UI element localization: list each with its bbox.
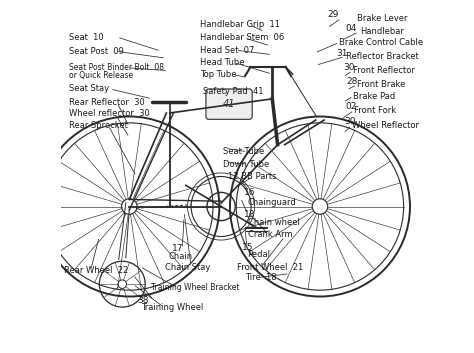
- Text: Wheel Reflector: Wheel Reflector: [352, 121, 419, 130]
- Text: Seat Stay: Seat Stay: [69, 84, 109, 94]
- Text: Front Brake: Front Brake: [357, 80, 405, 89]
- Text: Safety Pad  41: Safety Pad 41: [203, 86, 264, 96]
- Text: Handlebar Stem  06: Handlebar Stem 06: [200, 33, 284, 42]
- Text: 29: 29: [327, 10, 338, 19]
- Text: Training Wheel: Training Wheel: [141, 303, 203, 312]
- Text: Seat Post Binder Bolt  08: Seat Post Binder Bolt 08: [69, 62, 164, 72]
- Text: Brake Pad: Brake Pad: [354, 91, 396, 101]
- Text: 13: 13: [244, 210, 255, 219]
- Text: Crank Arm: Crank Arm: [247, 230, 292, 239]
- Text: Chain: Chain: [168, 252, 192, 261]
- Text: Tire  18: Tire 18: [245, 273, 277, 282]
- Text: Rear Reflector  30: Rear Reflector 30: [69, 98, 145, 107]
- FancyBboxPatch shape: [206, 89, 252, 119]
- Text: Pedal: Pedal: [247, 250, 271, 259]
- Text: 15: 15: [242, 243, 254, 252]
- Text: Chain wheel: Chain wheel: [247, 218, 300, 227]
- Text: Handlebar: Handlebar: [360, 27, 404, 36]
- Text: Training Wheel Bracket: Training Wheel Bracket: [151, 283, 239, 292]
- Text: 41: 41: [223, 99, 235, 109]
- Text: Seat  10: Seat 10: [69, 32, 104, 42]
- Text: Front Fork: Front Fork: [354, 106, 396, 115]
- Text: 04: 04: [346, 24, 357, 34]
- Text: or Quick Release: or Quick Release: [69, 71, 134, 80]
- Text: Handlebar Grip  11: Handlebar Grip 11: [200, 20, 280, 29]
- Text: Chainguard: Chainguard: [247, 198, 296, 208]
- Text: Brake Control Cable: Brake Control Cable: [339, 38, 423, 47]
- Text: 30: 30: [343, 62, 355, 72]
- Text: Top Tube: Top Tube: [200, 70, 237, 79]
- Text: Rear Wheel  22: Rear Wheel 22: [64, 266, 128, 275]
- Text: Wheel reflector  30: Wheel reflector 30: [69, 109, 150, 118]
- Text: 17: 17: [172, 244, 183, 253]
- Text: 16: 16: [244, 188, 255, 197]
- Text: Chain Stay: Chain Stay: [165, 263, 210, 272]
- Text: 02: 02: [346, 102, 357, 111]
- Text: 38: 38: [137, 296, 149, 305]
- Text: 30: 30: [344, 117, 356, 126]
- Text: 31: 31: [336, 49, 347, 58]
- Text: Head Set  07: Head Set 07: [200, 46, 255, 55]
- Text: 12 BB Parts: 12 BB Parts: [228, 172, 277, 181]
- Text: Seat Tube: Seat Tube: [223, 147, 264, 156]
- Text: Down Tube: Down Tube: [223, 160, 269, 169]
- Text: Front Wheel  21: Front Wheel 21: [237, 263, 303, 272]
- Text: 28: 28: [346, 77, 358, 86]
- Text: Front Reflector: Front Reflector: [353, 66, 415, 75]
- Text: Brake Lever: Brake Lever: [357, 14, 408, 23]
- Text: Rear Sprocket: Rear Sprocket: [69, 121, 128, 130]
- Text: Head Tube: Head Tube: [200, 58, 245, 67]
- Text: Seat Post  09: Seat Post 09: [69, 47, 124, 56]
- Text: Reflector Bracket: Reflector Bracket: [346, 52, 419, 61]
